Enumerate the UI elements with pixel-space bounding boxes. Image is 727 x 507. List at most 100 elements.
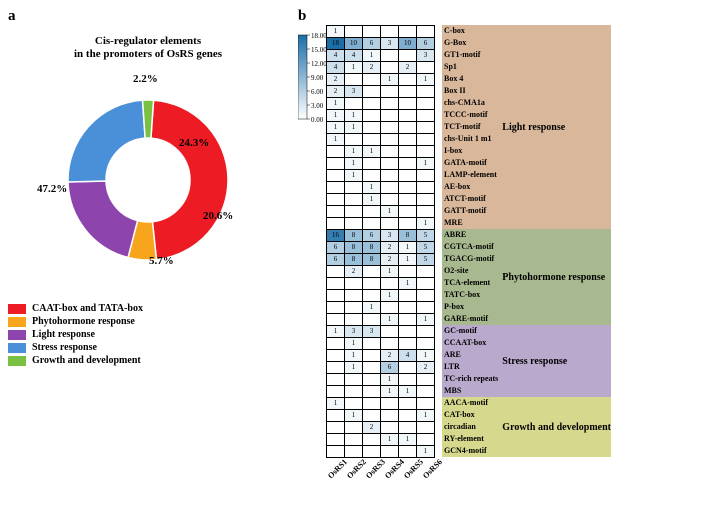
heatmap-cell [363,26,381,38]
heatmap-cell [327,266,345,278]
row-label: chs-Unit 1 m1 [442,133,498,145]
category-block: Phytohormone response [498,229,611,325]
row-label: LAMP-element [442,169,498,181]
row-label: CGTCA-motif [442,241,498,253]
heatmap-cell [381,326,399,338]
heatmap-row: 4413 [327,50,435,62]
heatmap-cell: 1 [381,314,399,326]
row-label: MRE [442,217,498,229]
heatmap-cell [363,110,381,122]
heatmap-cell: 10 [345,38,363,50]
row-label: TCCC-motif [442,109,498,121]
heatmap-cell [363,446,381,458]
heatmap-cell: 3 [417,50,435,62]
heatmap-cell: 18 [327,38,345,50]
svg-text:3.00: 3.00 [311,102,324,110]
heatmap-cell: 5 [417,254,435,266]
heatmap-cell: 8 [345,254,363,266]
svg-text:15.00: 15.00 [311,46,327,54]
heatmap-cell [327,158,345,170]
heatmap-cell [399,422,417,434]
heatmap-cell: 3 [345,86,363,98]
row-label: LTR [442,361,498,373]
heatmap-cell [363,170,381,182]
row-label: TC-rich repeats [442,373,498,385]
row-label: Box 4 [442,73,498,85]
category-labels: Light responsePhytohormone responseStres… [498,25,611,469]
heatmap-row: 211 [327,74,435,86]
heatmap-cell: 1 [381,266,399,278]
heatmap-cell: 6 [363,230,381,242]
heatmap-cell [381,398,399,410]
heatmap-cell [399,362,417,374]
heatmap-row: 11 [327,122,435,134]
heatmap-row: 1 [327,218,435,230]
row-label: GCN4-motif [442,445,498,457]
donut-slice [143,100,154,138]
row-label: ARE [442,349,498,361]
row-label: GT1-motif [442,49,498,61]
legend-swatch [8,356,26,366]
heatmap-cell [363,74,381,86]
heatmap-cell: 6 [327,242,345,254]
heatmap-cell [381,182,399,194]
heatmap-cell [327,278,345,290]
heatmap-row: 688215 [327,254,435,266]
svg-text:9.00: 9.00 [311,74,324,82]
heatmap-cell: 2 [327,74,345,86]
heatmap-cell: 1 [399,386,417,398]
heatmap-cell: 1 [327,110,345,122]
heatmap-cell [327,170,345,182]
heatmap-cell [363,158,381,170]
heatmap-cell [327,422,345,434]
legend-text: CAAT-box and TATA-box [32,303,143,314]
row-label: CAT-box [442,409,498,421]
svg-text:18.00: 18.00 [311,32,327,40]
heatmap-grid: 1181063106441341222112311111111111111116… [326,25,435,458]
legend-swatch [8,304,26,314]
heatmap-cell: 1 [381,374,399,386]
heatmap-cell [417,86,435,98]
colorbar: 18.0015.0012.009.006.003.000.00 [298,31,320,469]
heatmap-cell: 1 [417,158,435,170]
heatmap-cell [417,194,435,206]
heatmap-cell [399,206,417,218]
heatmap-cell: 1 [399,278,417,290]
row-label: TCA-element [442,277,498,289]
heatmap-cell [417,422,435,434]
legend-swatch [8,330,26,340]
heatmap-cell: 1 [363,50,381,62]
row-label: TATC-box [442,289,498,301]
heatmap-cell [363,398,381,410]
heatmap-cell: 1 [399,254,417,266]
heatmap-cell [417,134,435,146]
heatmap-cell [327,386,345,398]
heatmap-cell: 1 [327,326,345,338]
heatmap-cell [327,194,345,206]
row-label: GC-motif [442,325,498,337]
heatmap-cell [417,98,435,110]
heatmap-cell: 1 [381,74,399,86]
heatmap-row: 1 [327,398,435,410]
heatmap-cell [381,50,399,62]
heatmap-cell: 1 [417,410,435,422]
heatmap-cell: 1 [345,338,363,350]
row-label: C-box [442,25,498,37]
row-label: ATCT-motif [442,193,498,205]
heatmap-row: 1 [327,170,435,182]
heatmap-cell [345,278,363,290]
heatmap-cell [345,218,363,230]
heatmap-row: 1 [327,206,435,218]
heatmap-cell [345,182,363,194]
row-label: MBS [442,385,498,397]
heatmap-cell: 1 [363,146,381,158]
row-label: GATA-motif [442,157,498,169]
heatmap-cell [327,434,345,446]
heatmap-cell [381,446,399,458]
heatmap-row: 11 [327,146,435,158]
row-label: GARE-motif [442,313,498,325]
heatmap-cell [381,62,399,74]
svg-text:6.00: 6.00 [311,88,324,96]
heatmap-row: 21 [327,266,435,278]
heatmap-cell [363,434,381,446]
